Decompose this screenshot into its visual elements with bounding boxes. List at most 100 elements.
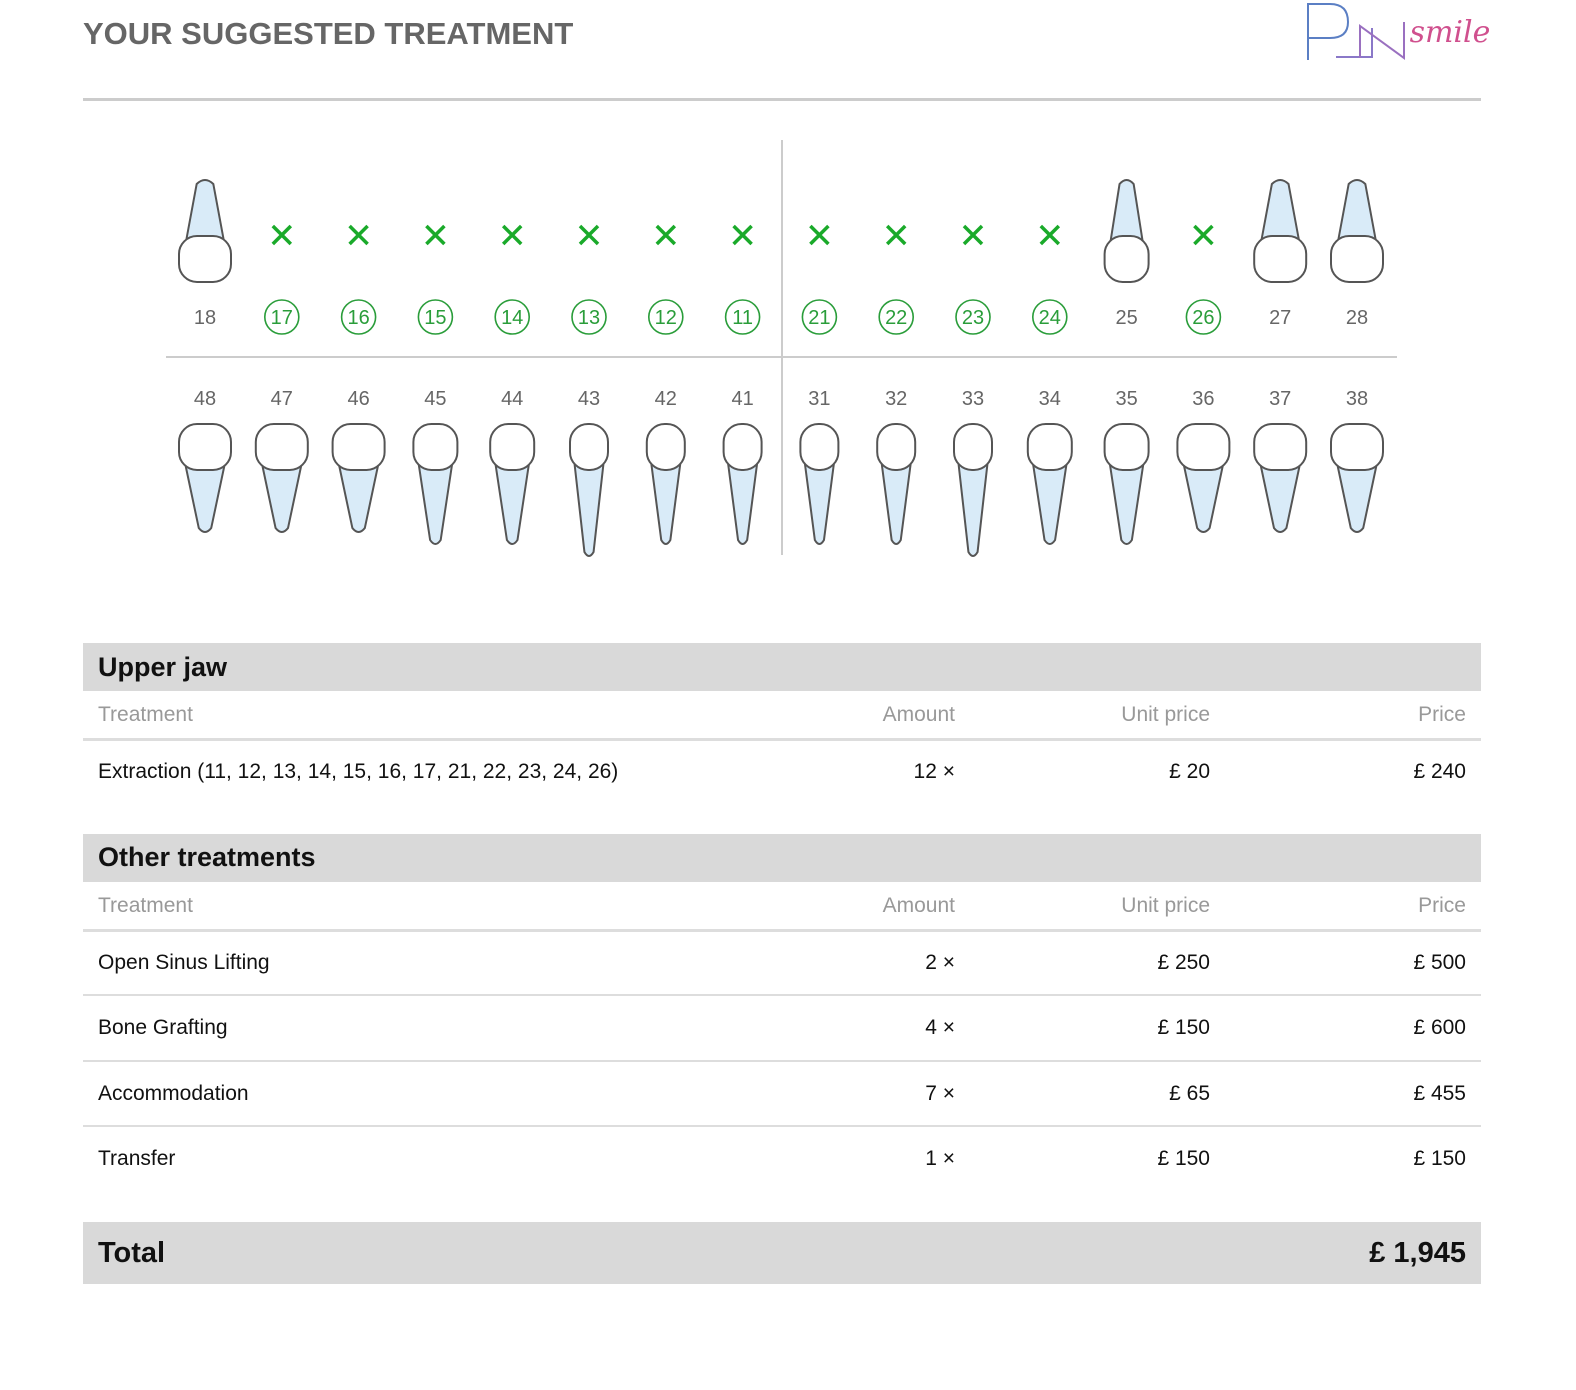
logo: smile (1307, 3, 1490, 60)
cell: 4 × (925, 1016, 955, 1039)
tooth-number: 31 (808, 388, 830, 410)
number-circle (647, 299, 684, 335)
tooth-number: 21 (808, 307, 830, 329)
tooth-number: 11 (732, 307, 753, 329)
column-header: Amount (882, 703, 955, 726)
tooth-number: 45 (424, 388, 446, 410)
tooth-number: 15 (424, 307, 446, 329)
cell: £ 65 (1169, 1081, 1210, 1105)
tooth-crown (876, 423, 917, 471)
total-bar: Total £ 1,945 (83, 1222, 1481, 1284)
tooth-crown (331, 423, 386, 471)
tooth-crown (489, 423, 536, 471)
tooth-number: 23 (962, 307, 984, 329)
cell: £ 600 (1413, 1016, 1466, 1039)
divider (83, 98, 1481, 101)
cell: £ 500 (1413, 950, 1466, 974)
column-header: Unit price (1121, 893, 1210, 917)
tooth-root (1108, 463, 1145, 545)
row-rule (83, 1125, 1481, 1127)
column-header: Treatment (98, 893, 193, 917)
cell: 2 × (925, 950, 955, 974)
tooth-number: 46 (347, 388, 369, 410)
cell: £ 240 (1413, 760, 1466, 783)
tooth-root (957, 463, 989, 557)
tooth-number: 33 (962, 388, 984, 410)
tooth-crown (1103, 423, 1150, 471)
tooth-number: 16 (347, 307, 369, 329)
tooth-number: 42 (655, 388, 677, 410)
cell: 12 × (913, 760, 955, 783)
extraction-mark (655, 224, 677, 246)
tooth-number: 34 (1039, 388, 1061, 410)
tooth-number: 48 (194, 388, 216, 410)
tooth-crown (1026, 423, 1073, 471)
cell: Bone Grafting (98, 1016, 228, 1039)
extraction-mark (885, 224, 907, 246)
tooth-crown (1253, 423, 1308, 471)
extraction-mark (1039, 224, 1061, 246)
column-header: Price (1418, 893, 1466, 917)
tooth-crown (953, 423, 993, 471)
cell: £ 150 (1157, 1147, 1210, 1170)
tooth-root (1109, 179, 1144, 241)
extraction-mark (425, 224, 446, 246)
tooth-crown (1103, 235, 1150, 283)
column-header: Unit price (1121, 703, 1210, 726)
tooth-root (184, 463, 226, 533)
tooth-number: 38 (1346, 388, 1368, 410)
section-title: Other treatments (83, 833, 1481, 882)
tooth-number: 24 (1039, 307, 1061, 329)
extraction-mark (962, 224, 984, 246)
tooth-number: 17 (271, 307, 293, 329)
tooth-number: 28 (1346, 307, 1368, 329)
cell: Accommodation (98, 1081, 249, 1105)
number-circle (571, 299, 607, 335)
tooth-crown (645, 423, 686, 471)
tooth-crown (1330, 235, 1384, 283)
tooth-number: 13 (578, 307, 600, 329)
number-circle (878, 299, 915, 335)
extraction-mark (348, 224, 369, 246)
tooth-root (1260, 179, 1301, 241)
section-title: Upper jaw (83, 643, 1481, 691)
tooth-root (337, 463, 380, 533)
tooth-crown (1253, 235, 1308, 283)
total-value: £ 1,945 (1369, 1236, 1466, 1269)
tooth-crown (412, 423, 459, 471)
extraction-mark (501, 224, 523, 246)
number-circle (340, 299, 377, 335)
extraction-mark (809, 224, 830, 246)
header-rule (83, 928, 1481, 932)
tooth-root (880, 463, 912, 545)
cell: Transfer (98, 1147, 176, 1170)
tooth-number: 37 (1269, 388, 1291, 410)
tooth-crown (178, 423, 232, 471)
extraction-mark (732, 224, 753, 246)
total-label: Total (98, 1236, 166, 1269)
column-header: Amount (882, 893, 955, 917)
tooth-number: 18 (194, 307, 216, 329)
number-circle (1185, 299, 1222, 335)
number-circle (801, 299, 838, 335)
logo-text: smile (1410, 15, 1490, 50)
number-circle (955, 299, 991, 335)
column-header: Price (1418, 703, 1466, 726)
tooth-crown (799, 423, 840, 471)
tooth-number: 35 (1115, 388, 1137, 410)
tooth-number: 22 (885, 307, 907, 329)
extraction-mark (1193, 224, 1214, 246)
extraction-mark (271, 224, 293, 246)
column-header: Treatment (98, 703, 193, 726)
number-circle (263, 299, 300, 335)
number-circle (1032, 299, 1068, 335)
cell: Open Sinus Lifting (98, 950, 270, 974)
cell: Extraction (11, 12, 13, 14, 15, 16, 17, … (98, 760, 619, 783)
tooth-root (573, 463, 605, 557)
tooth-number: 36 (1192, 388, 1214, 410)
header-rule (83, 738, 1481, 741)
tooth-root (803, 463, 835, 545)
number-circle (417, 299, 454, 335)
tooth-number: 12 (655, 307, 677, 329)
